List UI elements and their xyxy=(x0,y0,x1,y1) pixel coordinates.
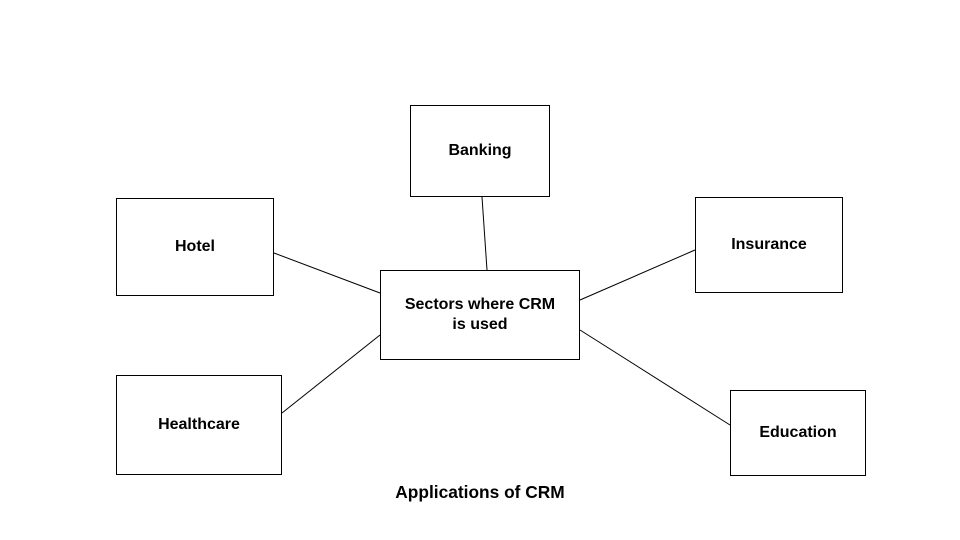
node-label: Hotel xyxy=(175,237,215,257)
node-label: Education xyxy=(759,423,836,443)
edge-center-education xyxy=(580,330,730,425)
edge-center-hotel xyxy=(274,253,380,293)
node-label: Insurance xyxy=(731,235,807,255)
node-center: Sectors where CRMis used xyxy=(380,270,580,360)
node-healthcare: Healthcare xyxy=(116,375,282,475)
node-hotel: Hotel xyxy=(116,198,274,296)
node-label: Sectors where CRMis used xyxy=(405,295,555,335)
diagram-canvas: Sectors where CRMis used Banking Hotel H… xyxy=(0,0,960,540)
node-label: Healthcare xyxy=(158,415,240,435)
node-education: Education xyxy=(730,390,866,476)
node-insurance: Insurance xyxy=(695,197,843,293)
node-label: Banking xyxy=(448,141,511,161)
node-banking: Banking xyxy=(410,105,550,197)
diagram-caption: Applications of CRM xyxy=(330,482,630,503)
edge-center-banking xyxy=(482,197,487,270)
edge-center-healthcare xyxy=(282,335,380,413)
edge-center-insurance xyxy=(580,250,695,300)
